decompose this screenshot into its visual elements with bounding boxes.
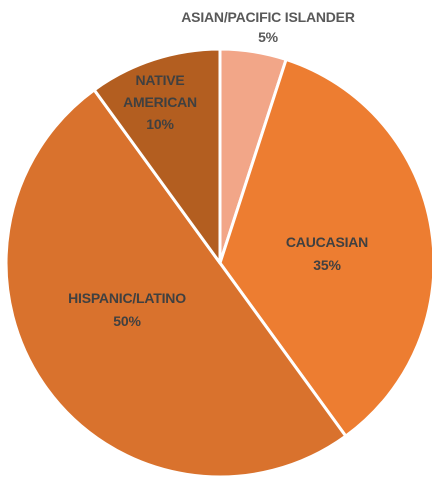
pie-slice-hispanic-latino xyxy=(4,88,348,479)
slice-label-american: AMERICAN xyxy=(123,94,197,110)
slice-value-asian-pacific-islander: 5% xyxy=(258,29,279,45)
slice-label-native: NATIVE xyxy=(135,72,184,88)
slice-label-asian-pacific-islander: ASIAN/PACIFIC ISLANDER xyxy=(181,9,355,25)
pie-slice-native xyxy=(92,47,222,265)
slice-label-hispanic-latino: HISPANIC/LATINO xyxy=(68,290,186,306)
slice-value-hispanic-latino: 50% xyxy=(113,313,141,329)
pie-slices xyxy=(4,47,432,479)
slice-value-caucasian: 35% xyxy=(313,257,341,273)
slice-label-caucasian: CAUCASIAN xyxy=(286,234,368,250)
slice-labels: ASIAN/PACIFIC ISLANDER 5% CAUCASIAN 35% … xyxy=(68,9,368,329)
slice-value-native-american: 10% xyxy=(146,116,174,132)
pie-slice-caucasian xyxy=(218,57,432,438)
